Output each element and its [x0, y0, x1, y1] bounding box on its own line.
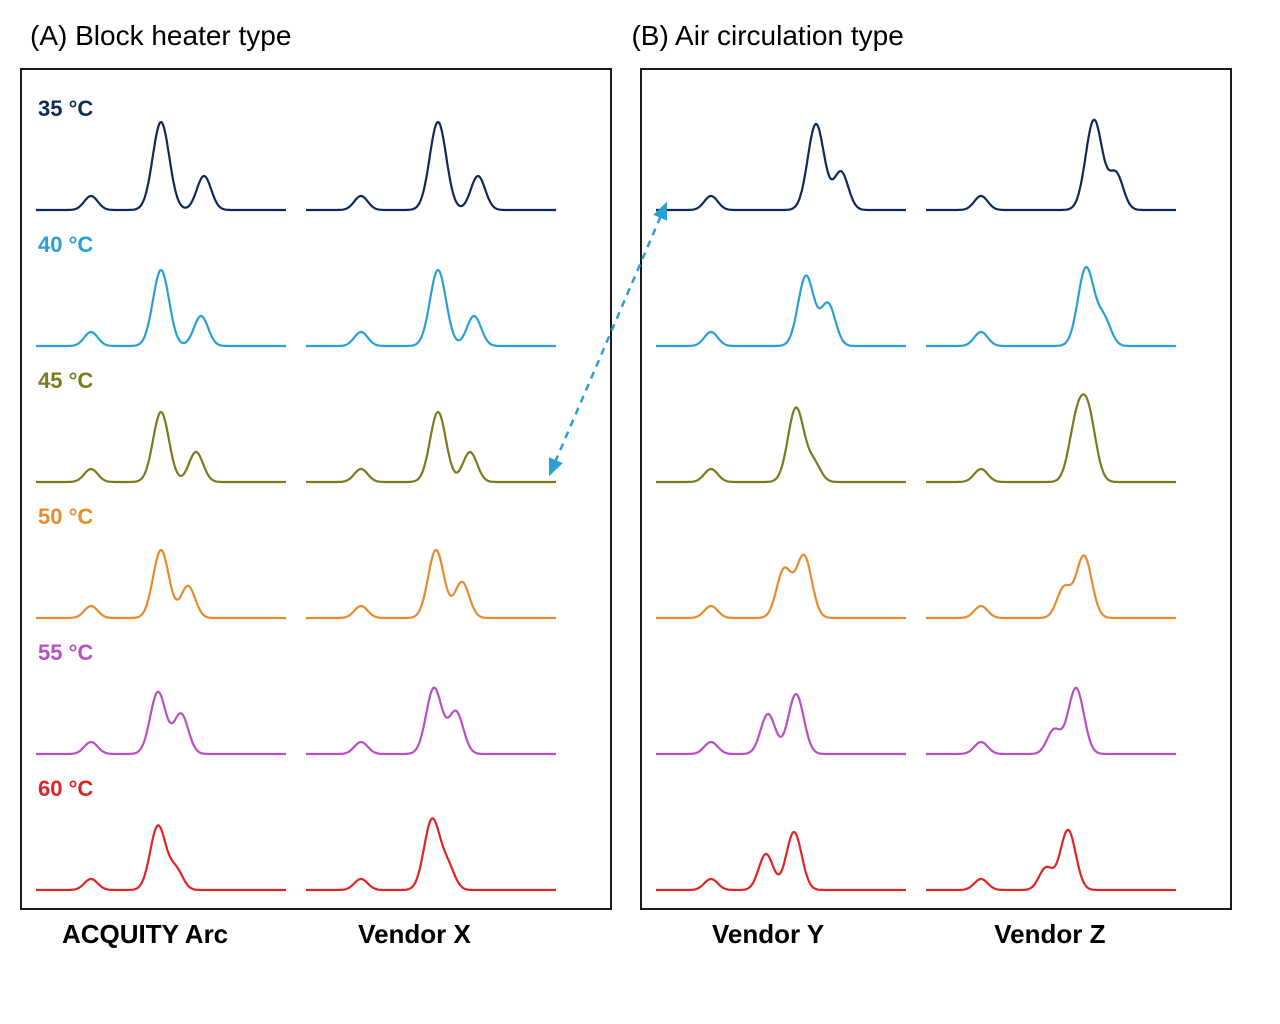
temperature-label: 50 °C: [38, 504, 116, 530]
temperature-row: 60 °C: [36, 768, 596, 898]
chromatogram-trace: [926, 496, 1176, 626]
chromatogram-trace: [656, 496, 906, 626]
temperature-row: [656, 632, 1216, 762]
temperature-label: 45 °C: [38, 368, 116, 394]
panel-a: 35 °C40 °C45 °C50 °C55 °C60 °C ACQUITY A…: [20, 68, 612, 910]
vendor-pair: [656, 360, 1176, 490]
chromatogram-trace: [306, 360, 556, 490]
chromatogram-trace: [306, 496, 556, 626]
vendor-label-vendor-x: Vendor X: [358, 919, 471, 950]
temperature-row: 45 °C: [36, 360, 596, 490]
vendor-label-vendor-z: Vendor Z: [994, 919, 1105, 950]
panel-titles-row: (A) Block heater type (B) Air circulatio…: [20, 20, 1260, 52]
chromatogram-trace: [656, 360, 906, 490]
temperature-row: [656, 496, 1216, 626]
temperature-row: 40 °C: [36, 224, 596, 354]
panel-a-vendor-labels: ACQUITY Arc Vendor X: [22, 919, 610, 950]
panels-container: 35 °C40 °C45 °C50 °C55 °C60 °C ACQUITY A…: [20, 68, 1260, 910]
panel-b-title: (B) Air circulation type: [631, 20, 903, 52]
chromatogram-trace: [306, 224, 556, 354]
panel-a-title: (A) Block heater type: [30, 20, 291, 52]
temperature-row: [656, 224, 1216, 354]
chromatogram-trace: [656, 88, 906, 218]
vendor-label-acquity-arc: ACQUITY Arc: [62, 919, 228, 950]
chromatogram-trace: [926, 360, 1176, 490]
temperature-label: 55 °C: [38, 640, 116, 666]
chromatogram-trace: [306, 768, 556, 898]
vendor-pair: [656, 768, 1176, 898]
vendor-pair: [656, 224, 1176, 354]
panel-a-rows: 35 °C 40 °C 45 °C 50 °C 55 °C 60 °C: [36, 88, 596, 898]
temperature-row: 35 °C: [36, 88, 596, 218]
panel-b-vendor-labels: Vendor Y Vendor Z: [642, 919, 1230, 950]
chromatogram-trace: [656, 224, 906, 354]
temperature-row: [656, 768, 1216, 898]
temperature-label: 60 °C: [38, 776, 116, 802]
chromatogram-trace: [656, 768, 906, 898]
chromatogram-trace: [656, 632, 906, 762]
chromatogram-trace: [926, 224, 1176, 354]
panel-b-rows: [656, 88, 1216, 898]
chromatogram-trace: [306, 88, 556, 218]
figure: (A) Block heater type (B) Air circulatio…: [20, 20, 1260, 1004]
temperature-row: [656, 88, 1216, 218]
chromatogram-trace: [926, 88, 1176, 218]
vendor-label-vendor-y: Vendor Y: [712, 919, 824, 950]
temperature-label: 40 °C: [38, 232, 116, 258]
chromatogram-trace: [926, 632, 1176, 762]
temperature-label: 35 °C: [38, 96, 116, 122]
chromatogram-trace: [926, 768, 1176, 898]
vendor-pair: [656, 632, 1176, 762]
vendor-pair: [656, 496, 1176, 626]
vendor-pair: [656, 88, 1176, 218]
temperature-row: 50 °C: [36, 496, 596, 626]
chromatogram-trace: [306, 632, 556, 762]
temperature-row: 55 °C: [36, 632, 596, 762]
temperature-row: [656, 360, 1216, 490]
panel-b: Vendor Y Vendor Z: [640, 68, 1232, 910]
